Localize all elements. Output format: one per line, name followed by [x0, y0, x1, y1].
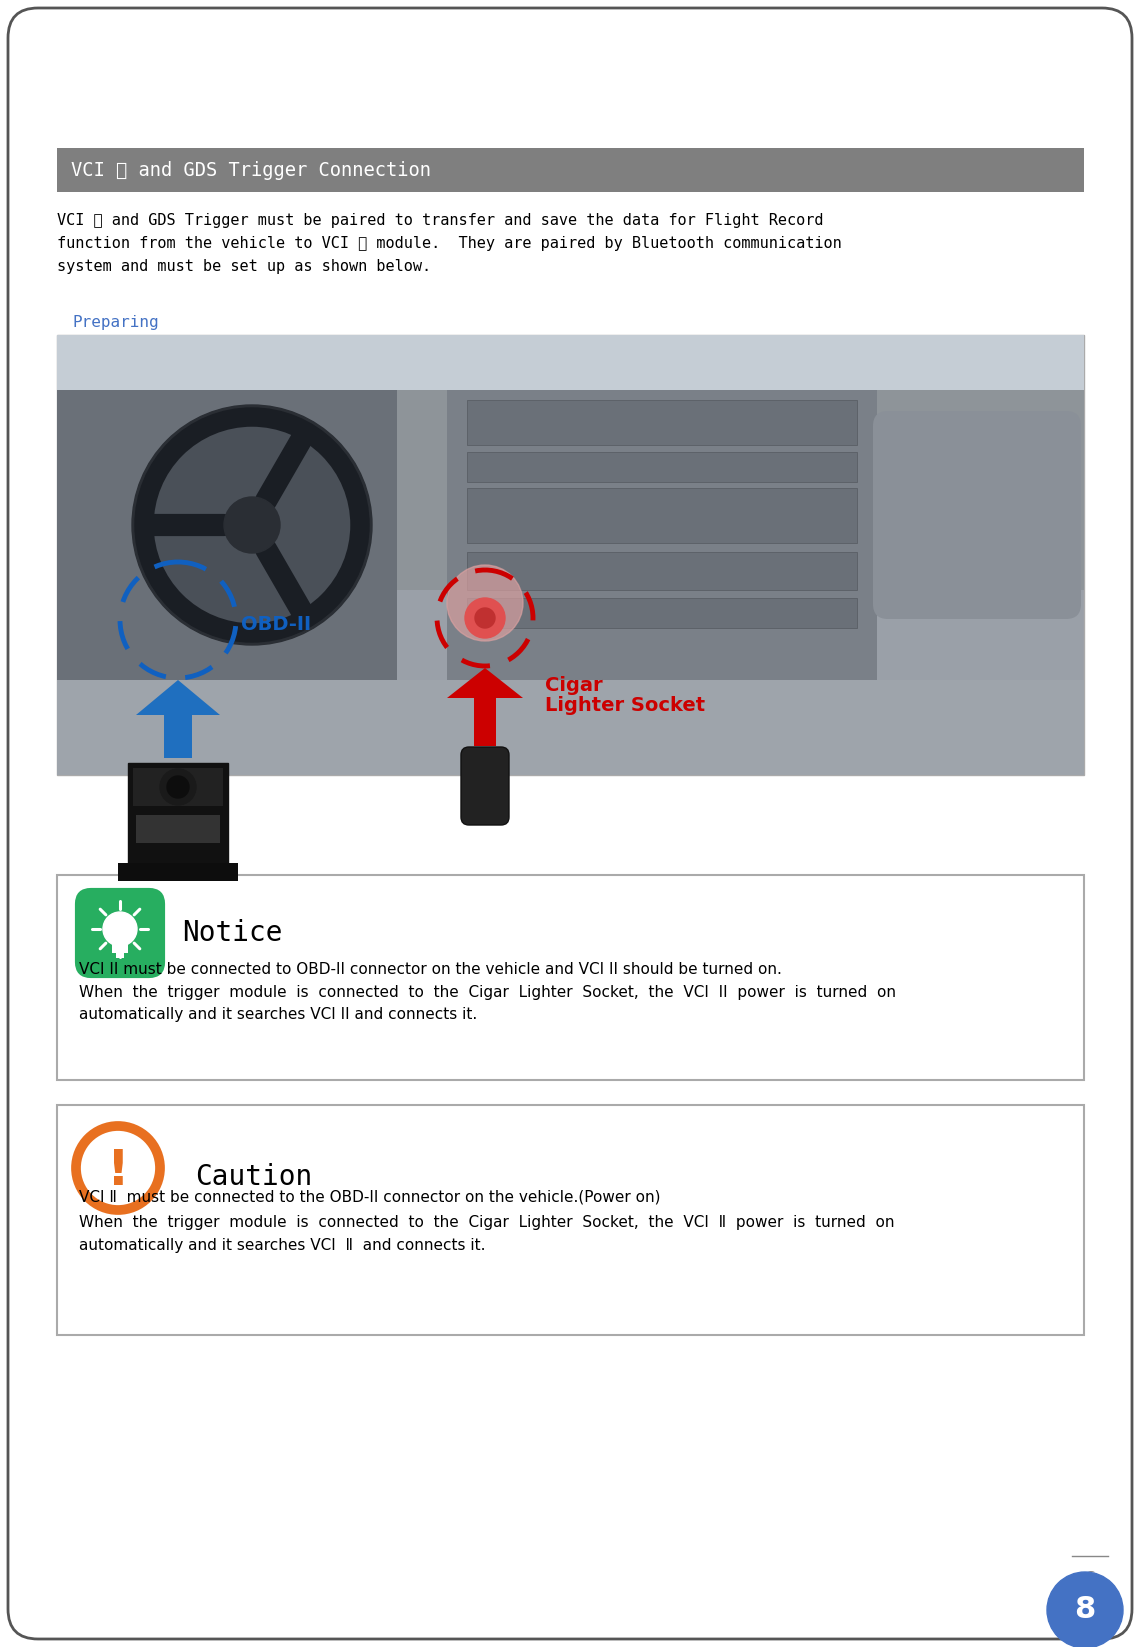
- FancyBboxPatch shape: [57, 334, 1084, 776]
- FancyBboxPatch shape: [57, 875, 1084, 1080]
- Circle shape: [447, 565, 523, 641]
- Circle shape: [223, 497, 280, 553]
- Text: Caution: Caution: [195, 1163, 312, 1191]
- Text: VCI Ⅱ and GDS Trigger Connection: VCI Ⅱ and GDS Trigger Connection: [71, 160, 431, 180]
- Circle shape: [465, 598, 505, 637]
- Circle shape: [1047, 1571, 1123, 1647]
- Circle shape: [144, 417, 360, 632]
- Text: G: G: [1085, 1570, 1094, 1583]
- Circle shape: [132, 405, 372, 646]
- FancyBboxPatch shape: [78, 889, 163, 977]
- FancyBboxPatch shape: [467, 598, 857, 628]
- FancyBboxPatch shape: [447, 390, 877, 680]
- FancyBboxPatch shape: [57, 390, 397, 680]
- FancyBboxPatch shape: [119, 863, 238, 881]
- FancyBboxPatch shape: [57, 334, 1084, 390]
- Text: Notice: Notice: [182, 919, 283, 947]
- Text: VCI II must be connected to OBD-II connector on the vehicle and VCI II should be: VCI II must be connected to OBD-II conne…: [79, 962, 782, 977]
- Text: !: !: [107, 1146, 129, 1196]
- FancyBboxPatch shape: [57, 1105, 1084, 1336]
- Circle shape: [166, 776, 189, 799]
- Text: VCI Ⅱ and GDS Trigger must be paired to transfer and save the data for Flight Re: VCI Ⅱ and GDS Trigger must be paired to …: [57, 212, 841, 273]
- FancyBboxPatch shape: [467, 488, 857, 544]
- Text: 8: 8: [1074, 1596, 1096, 1624]
- Circle shape: [475, 608, 495, 628]
- Text: Preparing: Preparing: [72, 315, 158, 329]
- FancyBboxPatch shape: [474, 697, 496, 746]
- FancyBboxPatch shape: [8, 8, 1132, 1639]
- FancyBboxPatch shape: [136, 815, 220, 843]
- FancyBboxPatch shape: [57, 680, 1084, 776]
- FancyBboxPatch shape: [57, 390, 1084, 590]
- FancyBboxPatch shape: [461, 748, 508, 825]
- Polygon shape: [447, 669, 523, 698]
- Text: When  the  trigger  module  is  connected  to  the  Cigar  Lighter  Socket,  the: When the trigger module is connected to …: [79, 1215, 895, 1253]
- FancyBboxPatch shape: [467, 451, 857, 483]
- FancyBboxPatch shape: [57, 148, 1084, 193]
- Text: OBD-II: OBD-II: [241, 616, 311, 634]
- Polygon shape: [57, 334, 1084, 390]
- FancyBboxPatch shape: [873, 412, 1081, 619]
- Text: VCI Ⅱ  must be connected to the OBD-II connector on the vehicle.(Power on): VCI Ⅱ must be connected to the OBD-II co…: [79, 1191, 660, 1206]
- Text: Lighter Socket: Lighter Socket: [545, 697, 706, 715]
- Circle shape: [160, 769, 196, 805]
- FancyBboxPatch shape: [133, 768, 223, 805]
- FancyBboxPatch shape: [467, 400, 857, 445]
- FancyBboxPatch shape: [467, 552, 857, 590]
- Text: When  the  trigger  module  is  connected  to  the  Cigar  Lighter  Socket,  the: When the trigger module is connected to …: [79, 985, 896, 1023]
- FancyBboxPatch shape: [128, 763, 228, 863]
- FancyBboxPatch shape: [116, 954, 124, 959]
- Polygon shape: [136, 680, 220, 715]
- Circle shape: [103, 912, 137, 945]
- FancyBboxPatch shape: [112, 944, 128, 954]
- FancyBboxPatch shape: [164, 712, 192, 758]
- Text: Cigar: Cigar: [545, 675, 603, 695]
